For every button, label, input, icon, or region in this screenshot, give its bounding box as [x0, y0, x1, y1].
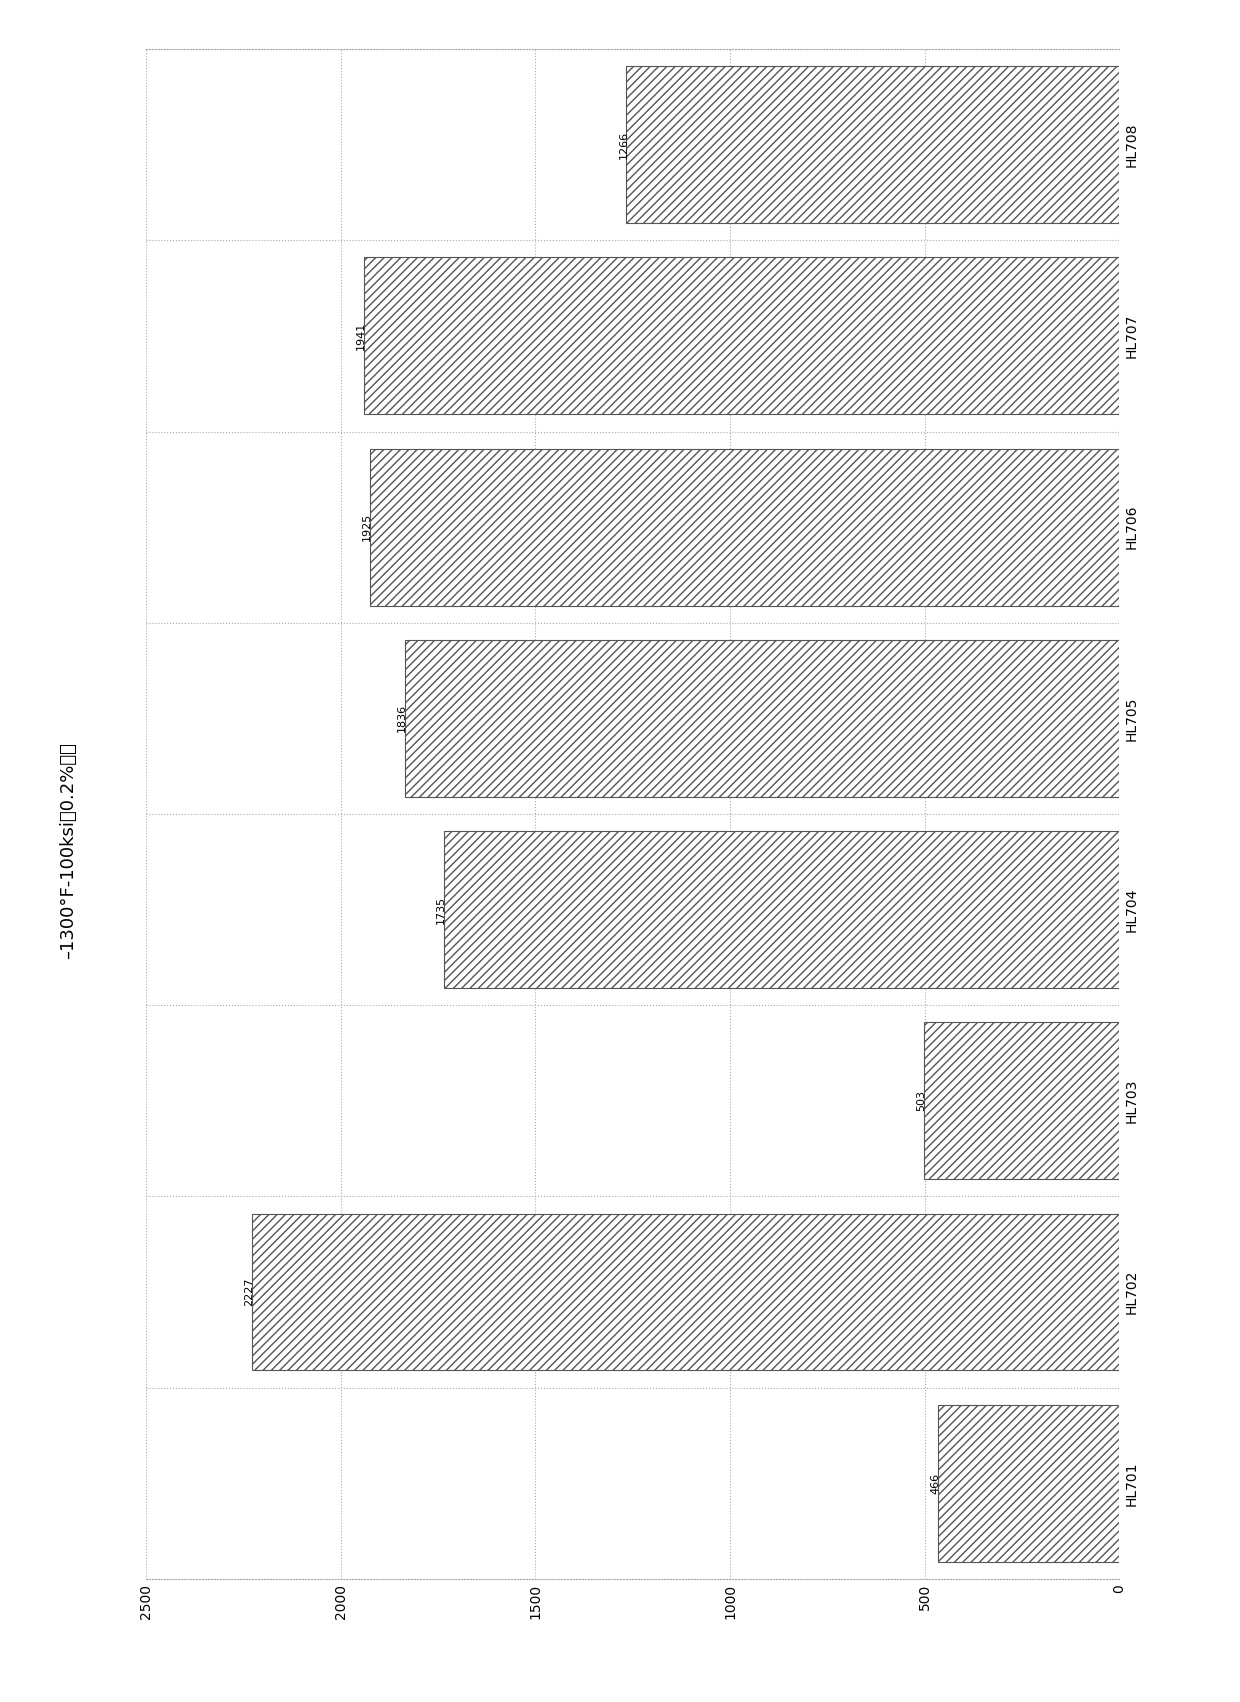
Bar: [370, 449, 1120, 606]
Bar: [252, 1214, 1120, 1370]
Bar: [937, 1404, 1120, 1562]
Bar: [404, 640, 1120, 797]
Text: –1300°F-100ksi下0.2%蜂变: –1300°F-100ksi下0.2%蜂变: [60, 742, 77, 960]
Bar: [444, 831, 1120, 989]
Text: 2227: 2227: [244, 1278, 254, 1307]
Text: 1941: 1941: [356, 322, 366, 351]
Text: 1735: 1735: [436, 895, 446, 924]
Text: 1836: 1836: [397, 705, 407, 732]
Text: 466: 466: [930, 1472, 940, 1494]
Bar: [363, 257, 1120, 414]
Text: 1925: 1925: [362, 512, 372, 541]
Bar: [924, 1023, 1120, 1179]
Bar: [626, 66, 1120, 223]
Text: 1266: 1266: [619, 131, 629, 158]
Text: 503: 503: [915, 1091, 926, 1111]
